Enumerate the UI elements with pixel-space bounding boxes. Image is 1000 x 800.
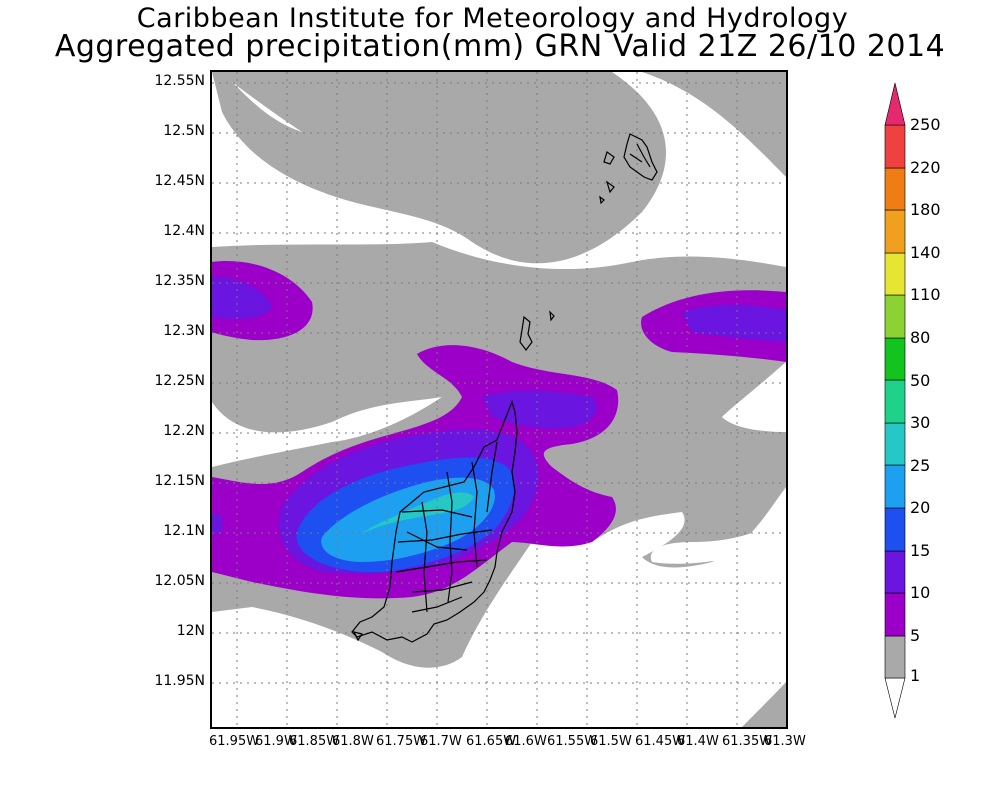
x-tick-label: 61.4W [677, 735, 719, 749]
x-tick-label: 61.8W [332, 735, 374, 749]
y-tick-label: 12.25N [145, 374, 205, 388]
colorbar-label: 10 [910, 585, 930, 601]
x-tick-label: 61.5W [590, 735, 632, 749]
colorbar-label: 250 [910, 117, 941, 133]
x-tick-label: 61.3W [764, 735, 806, 749]
colorbar-segment-below-1 [885, 678, 905, 718]
colorbar-segment-25-30 [885, 423, 905, 465]
colorbar-segment-110-140 [885, 253, 905, 295]
colorbar-segment-5-10 [885, 593, 905, 636]
chart-title-line2: Aggregated precipitation(mm) GRN Valid 2… [0, 31, 1000, 63]
colorbar-segment-80-110 [885, 295, 905, 338]
y-tick-label: 12.1N [145, 524, 205, 538]
y-tick-label: 12.55N [145, 74, 205, 88]
colorbar-segment-20-25 [885, 465, 905, 508]
map-svg [212, 72, 786, 727]
colorbar-label: 110 [910, 287, 941, 303]
y-tick-label: 12.05N [145, 574, 205, 588]
colorbar-label: 50 [910, 373, 930, 389]
colorbar-segment-30-50 [885, 380, 905, 423]
colorbar-label: 140 [910, 245, 941, 261]
y-tick-label: 12.3N [145, 324, 205, 338]
y-tick-label: 12.15N [145, 474, 205, 488]
colorbar-label: 80 [910, 330, 930, 346]
colorbar-label: 180 [910, 202, 941, 218]
precipitation-map[interactable] [210, 70, 788, 729]
y-tick-label: 12.35N [145, 274, 205, 288]
colorbar-segment-140-180 [885, 210, 905, 253]
x-tick-label: 61.95W [209, 735, 259, 749]
y-tick-label: 11.95N [145, 674, 205, 688]
y-tick-label: 12.2N [145, 424, 205, 438]
colorbar-segment-1-5 [885, 636, 905, 678]
colorbar-segment-10-15 [885, 551, 905, 593]
x-tick-label: 61.75W [376, 735, 426, 749]
colorbar-segment-180-220 [885, 168, 905, 210]
colorbar-label: 20 [910, 500, 930, 516]
y-tick-label: 12.4N [145, 224, 205, 238]
colorbar-svg [880, 78, 910, 723]
colorbar-segment-220-250 [885, 125, 905, 168]
colorbar-segment-50-80 [885, 338, 905, 380]
colorbar-label: 220 [910, 160, 941, 176]
colorbar-label: 30 [910, 415, 930, 431]
y-tick-label: 12.5N [145, 124, 205, 138]
colorbar-label: 15 [910, 543, 930, 559]
y-tick-label: 12N [145, 624, 205, 638]
colorbar-label: 5 [910, 628, 920, 644]
colorbar-segment-15-20 [885, 508, 905, 551]
y-tick-label: 12.45N [145, 174, 205, 188]
x-tick-label: 61.7W [420, 735, 462, 749]
colorbar-label: 1 [910, 668, 920, 684]
colorbar-label: 25 [910, 458, 930, 474]
x-tick-label: 61.6W [505, 735, 547, 749]
colorbar-segment-above-250 [885, 83, 905, 125]
